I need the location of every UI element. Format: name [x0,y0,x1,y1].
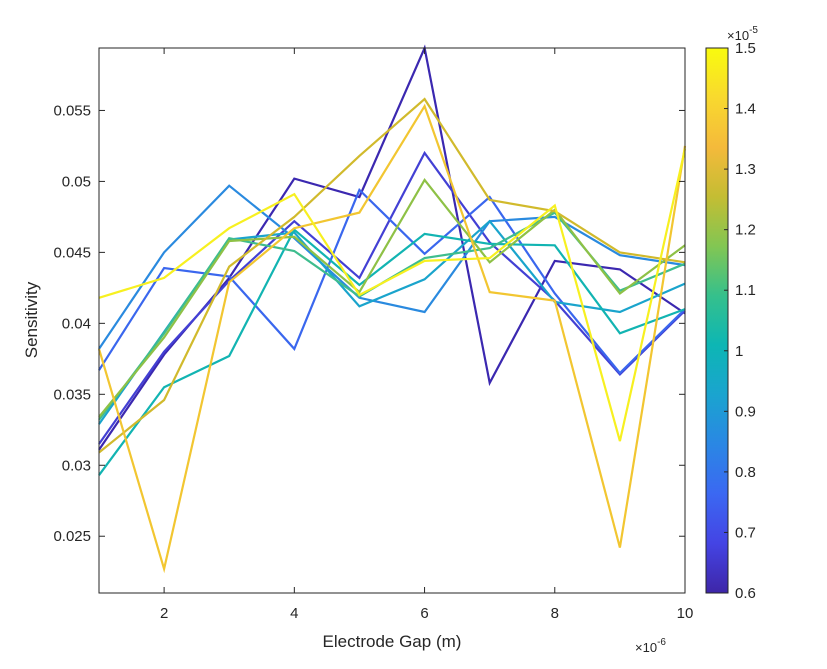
colorbar-tick-label: 1 [735,343,743,360]
x-tick-label: 2 [160,605,168,622]
x-tick-label: 6 [420,605,428,622]
series-line-9 [98,97,686,454]
y-axis-ticks: 0.025 0.03 0.035 0.04 0.045 0.05 0.055 [53,102,685,545]
series-line-1 [98,44,686,451]
y-tick-label: 0.055 [53,102,91,119]
colorbar-tick-label: 1.2 [735,222,756,239]
series-line-10 [97,103,687,574]
colorbar-tick-label: 0.7 [735,524,756,541]
plot-area-frame [98,47,686,594]
series-line-8 [98,178,686,418]
series-line-5 [98,219,686,425]
x-axis-ticks: 2 4 6 8 10 [160,48,693,622]
y-axis-label: Sensitivity [22,281,41,358]
y-tick-label: 0.045 [53,244,91,261]
colorbar-tick-label: 1.4 [735,101,756,118]
series-line-4 [98,184,686,350]
colorbar-tick-label: 0.6 [735,585,756,602]
series-line-2 [98,150,686,445]
y-tick-label: 0.03 [62,457,91,474]
y-tick-label: 0.035 [53,386,91,403]
colorbar-ticks: 0.6 0.7 0.8 0.9 1 1.1 1.2 1.3 1.4 1.5 [724,40,756,602]
y-tick-label: 0.025 [53,528,91,545]
series-line-7 [98,211,686,421]
colorbar-tick-label: 1.1 [735,282,756,299]
x-tick-label: 10 [677,605,694,622]
colorbar [705,47,729,594]
x-tick-label: 4 [290,605,298,622]
y-tick-label: 0.05 [62,173,91,190]
y-tick-label: 0.04 [62,315,91,332]
x-axis-exponent: ×10-6 [635,637,666,655]
x-tick-label: 8 [551,605,559,622]
series-line-11 [98,148,687,442]
series-lines [97,44,687,574]
x-axis-label: Electrode Gap (m) [323,632,462,651]
colorbar-tick-label: 1.3 [735,161,756,178]
colorbar-tick-label: 0.8 [735,464,756,481]
colorbar-tick-label: 0.9 [735,403,756,420]
series-line-6 [98,227,686,476]
colorbar-tick-label: 1.5 [735,40,756,57]
series-line-3 [98,187,686,375]
